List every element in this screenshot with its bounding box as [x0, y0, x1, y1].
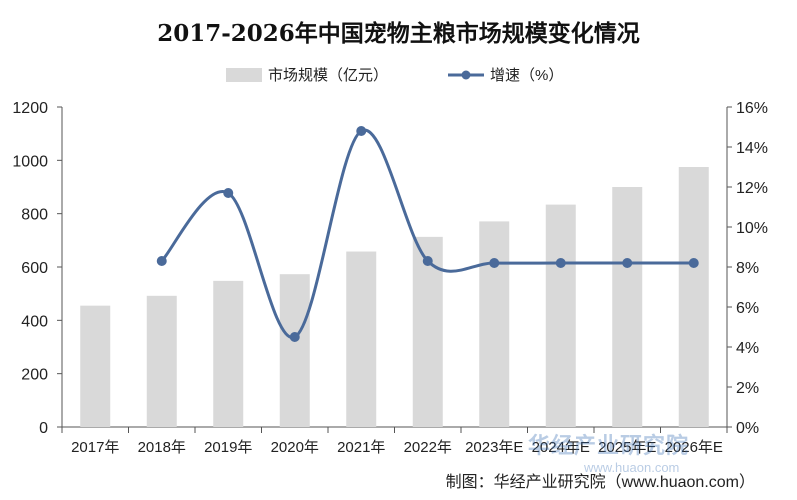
y-right-tick-label: 6% — [736, 300, 759, 317]
source-credit: 制图：华经产业研究院（www.huaon.com） — [445, 474, 755, 491]
x-tick-label: 2018年 — [138, 439, 186, 456]
legend-label-line: 增速（%） — [490, 67, 564, 84]
growth-point — [422, 256, 433, 266]
y-right-tick-label: 12% — [736, 180, 768, 197]
y-right-tick-label: 2% — [736, 380, 759, 397]
growth-point — [555, 258, 566, 268]
y-left-tick-label: 200 — [21, 367, 48, 384]
bar — [479, 221, 510, 427]
y-left-tick-label: 1000 — [12, 153, 48, 170]
legend-swatch-bar — [226, 67, 262, 82]
y-left-tick-label: 800 — [21, 207, 48, 224]
bar — [346, 251, 377, 427]
x-tick-label: 2019年 — [204, 439, 252, 456]
bar — [678, 167, 709, 427]
legend-label-bar: 市场规模（亿元） — [268, 67, 389, 84]
growth-point — [289, 332, 300, 342]
y-left-tick-label: 0 — [39, 420, 48, 437]
growth-line — [160, 128, 694, 339]
bar — [213, 280, 244, 427]
legend-line-icon — [448, 70, 484, 79]
y-right-tick-label: 14% — [736, 140, 768, 157]
legend-item-line: 增速（%） — [448, 64, 563, 85]
watermark-name: 华经产业研究院 — [528, 433, 690, 458]
growth-point — [489, 258, 500, 268]
x-tick-label: 2023年E — [465, 439, 523, 456]
growth-point — [223, 188, 234, 198]
legend-item-bar: 市场规模（亿元） — [226, 64, 388, 85]
growth-point — [156, 256, 167, 266]
watermark-url: www.huaon.com — [584, 460, 680, 475]
x-tick-label: 2025年E — [598, 439, 656, 456]
growth-point — [356, 126, 367, 136]
chart-title: 2017-2026年中国宠物主粮市场规模变化情况 — [157, 20, 640, 47]
y-right-tick-label: 10% — [736, 220, 768, 237]
y-left-tick-label: 1200 — [12, 100, 48, 117]
bar — [80, 305, 111, 427]
y-right-tick-label: 8% — [736, 260, 759, 277]
bar — [146, 295, 177, 427]
growth-point — [688, 258, 699, 268]
bar — [279, 274, 310, 427]
x-tick-label: 2024年E — [532, 439, 590, 456]
bar — [545, 204, 576, 427]
x-tick-label: 2022年 — [404, 439, 452, 456]
y-left-tick-label: 600 — [21, 260, 48, 277]
bar — [612, 187, 643, 427]
y-right-tick-label: 16% — [736, 100, 768, 117]
growth-point — [622, 258, 633, 268]
watermark: 华经产业研究院 www.huaon.com — [528, 428, 689, 475]
y-left-tick-label: 400 — [21, 313, 48, 330]
legend-swatch-line — [448, 68, 484, 82]
x-tick-label: 2017年 — [71, 439, 119, 456]
y-right-tick-label: 4% — [736, 340, 759, 357]
x-tick-label: 2026年E — [665, 439, 723, 456]
legend: 市场规模（亿元） 增速（%） — [0, 64, 797, 88]
x-tick-label: 2021年 — [337, 439, 385, 456]
x-tick-label: 2020年 — [271, 439, 319, 456]
y-right-tick-label: 0% — [736, 420, 759, 437]
